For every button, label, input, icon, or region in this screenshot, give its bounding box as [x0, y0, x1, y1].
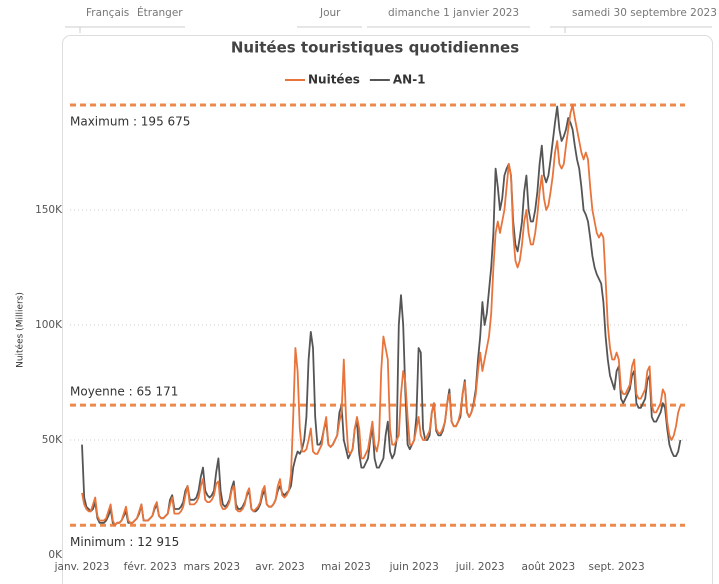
slicer-option[interactable]: Jour: [319, 7, 341, 19]
y-tick-label: 0K: [48, 549, 63, 561]
x-tick-label: mai 2023: [321, 561, 371, 573]
date-start[interactable]: dimanche 1 janvier 2023: [388, 7, 519, 19]
y-axis-label: Nuitées (Milliers): [15, 292, 26, 368]
reference-label: Maximum : 195 675: [70, 114, 190, 128]
reference-label: Minimum : 12 915: [70, 535, 179, 549]
x-tick-label: août 2023: [522, 561, 576, 573]
x-tick-label: sept. 2023: [589, 561, 645, 573]
slicers: Français Étranger Jour dimanche 1 janvie…: [65, 6, 717, 33]
series-line: [81, 104, 682, 527]
chart-panel: [62, 35, 713, 584]
x-tick-label: juin 2023: [389, 561, 439, 573]
legend: Nuitées AN-1: [285, 73, 426, 87]
y-tick-label: 50K: [42, 434, 63, 446]
x-tick-label: avr. 2023: [255, 561, 304, 573]
y-tick-label: 100K: [35, 319, 63, 331]
chart-title: Nuitées touristiques quotidiennes: [231, 39, 519, 57]
legend-label: AN-1: [393, 73, 426, 87]
x-tick-label: janv. 2023: [54, 561, 110, 573]
slicer-option[interactable]: Étranger: [137, 6, 183, 19]
slicer-option[interactable]: Français: [86, 7, 129, 19]
legend-label: Nuitées: [308, 73, 360, 87]
series-line: [81, 105, 682, 526]
reference-label: Moyenne : 65 171: [70, 385, 178, 399]
date-end[interactable]: samedi 30 septembre 2023: [572, 7, 717, 19]
x-tick-label: févr. 2023: [124, 561, 177, 573]
y-tick-label: 150K: [35, 204, 63, 216]
x-tick-label: juil. 2023: [455, 561, 505, 573]
x-tick-label: mars 2023: [184, 561, 241, 573]
